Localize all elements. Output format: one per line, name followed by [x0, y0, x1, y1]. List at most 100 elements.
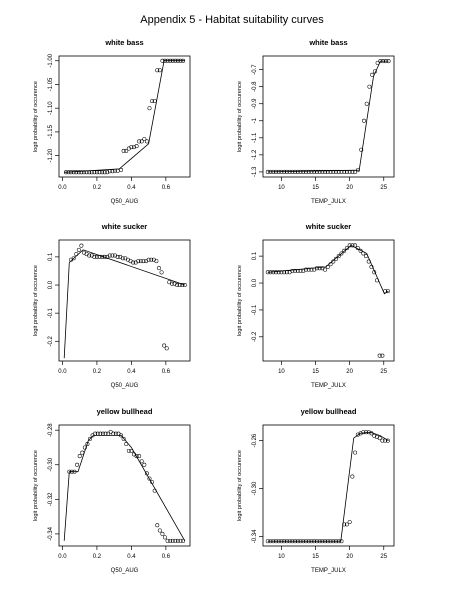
data-point [159, 270, 164, 275]
x-tick-label: 10 [278, 369, 285, 375]
data-point [380, 438, 385, 443]
x-tick-label: 0.6 [162, 554, 171, 560]
x-tick-label: 0.6 [162, 369, 171, 375]
data-point [126, 448, 131, 453]
data-point [364, 101, 369, 106]
y-tick-label: -1.20 [48, 148, 54, 162]
data-point [309, 169, 314, 174]
data-point [136, 259, 141, 264]
data-point [317, 169, 322, 174]
x-tick-label: 15 [312, 554, 319, 560]
data-point [147, 476, 152, 481]
data-point [144, 259, 149, 264]
data-point [100, 170, 105, 175]
y-tick-label: -1.1 [252, 132, 258, 143]
x-tick-label: 0.0 [58, 554, 67, 560]
data-point [350, 474, 355, 479]
data-point [362, 118, 366, 123]
data-point [377, 436, 382, 441]
plot-frame [262, 239, 395, 362]
data-point [102, 170, 107, 175]
data-point [131, 260, 136, 265]
x-tick-label: 10 [278, 185, 285, 191]
data-point [276, 270, 281, 275]
data-point [181, 538, 186, 543]
y-tick-label: -0.1 [252, 304, 258, 315]
data-point [139, 139, 144, 144]
data-point [328, 169, 333, 174]
data-point [79, 243, 84, 248]
y-axis-label: logit probability of occurence [237, 81, 243, 152]
data-point [89, 253, 94, 258]
data-point [115, 168, 120, 173]
y-tick-label: -0.26 [252, 433, 258, 447]
x-axis-label: Q50_AUG [111, 383, 139, 389]
data-point [172, 281, 177, 286]
data-point [147, 106, 152, 111]
data-point [323, 267, 328, 272]
plot-frame [58, 424, 191, 547]
data-point [123, 256, 128, 261]
chart-panel-6: yellow bullhead 10 15 20 25 -0.34 -0.30 -0.26 TE… [237, 407, 395, 574]
y-tick-label: 0.1 [252, 251, 258, 260]
data-point [344, 246, 349, 251]
data-point [134, 144, 139, 149]
data-point [76, 247, 81, 252]
fit-line [64, 60, 185, 173]
x-tick-label: 15 [312, 369, 319, 375]
x-tick-label: 0.2 [93, 554, 102, 560]
y-tick-label: 0.0 [48, 280, 54, 289]
plot-frame [58, 55, 191, 178]
data-point [314, 169, 319, 174]
y-tick-label: -0.34 [252, 529, 258, 543]
data-point [88, 436, 93, 441]
data-point [115, 254, 120, 259]
data-point [126, 146, 131, 151]
x-axis-label: Q50_AUG [111, 199, 139, 205]
data-point [92, 254, 97, 259]
data-point [134, 454, 139, 459]
data-point [113, 253, 117, 258]
x-tick-label: 0.6 [162, 185, 171, 191]
data-point [377, 353, 382, 358]
x-axis-label: TEMP_JULX [311, 383, 346, 389]
fit-line [267, 244, 389, 295]
y-tick-label: -0.8 [252, 81, 258, 92]
data-point [150, 99, 155, 104]
y-tick-label: -0.30 [252, 481, 258, 495]
data-point [339, 251, 344, 256]
data-point [168, 538, 173, 543]
data-point [141, 259, 146, 264]
chart-panel-5: yellow bullhead 0.0 0.2 0.4 0.6 -0.34 -0.32 -0.… [33, 407, 191, 574]
x-axis-label: Q50_AUG [111, 568, 139, 574]
data-point [175, 283, 180, 287]
fit-line [63, 434, 186, 541]
data-point [82, 170, 86, 175]
x-tick-label: 10 [278, 554, 285, 560]
data-point [317, 266, 322, 271]
data-point [146, 257, 151, 262]
fit-line [63, 249, 185, 359]
data-point [124, 148, 129, 153]
y-tick-label: -1.05 [48, 77, 54, 91]
x-tick-label: 0.0 [58, 369, 67, 375]
data-point [71, 170, 76, 175]
x-tick-label: 20 [346, 554, 353, 560]
data-point [94, 254, 99, 259]
data-point [170, 538, 175, 543]
data-point [336, 254, 341, 259]
x-tick-label: 20 [346, 369, 353, 375]
data-point [151, 257, 156, 262]
y-tick-label: -0.2 [48, 335, 54, 346]
y-tick-label: -0.34 [48, 526, 54, 540]
data-point [79, 170, 84, 175]
y-tick-label: -1.3 [252, 166, 258, 177]
y-axis-label: logit probability of occurence [33, 265, 39, 336]
chart-title: yellow bullhead [97, 407, 153, 416]
chart-title: white bass [104, 38, 143, 47]
y-tick-label: -0.30 [48, 457, 54, 471]
data-point [76, 170, 81, 175]
data-point [160, 531, 165, 536]
data-point [164, 346, 169, 351]
x-axis-label: TEMP_JULX [311, 568, 346, 574]
